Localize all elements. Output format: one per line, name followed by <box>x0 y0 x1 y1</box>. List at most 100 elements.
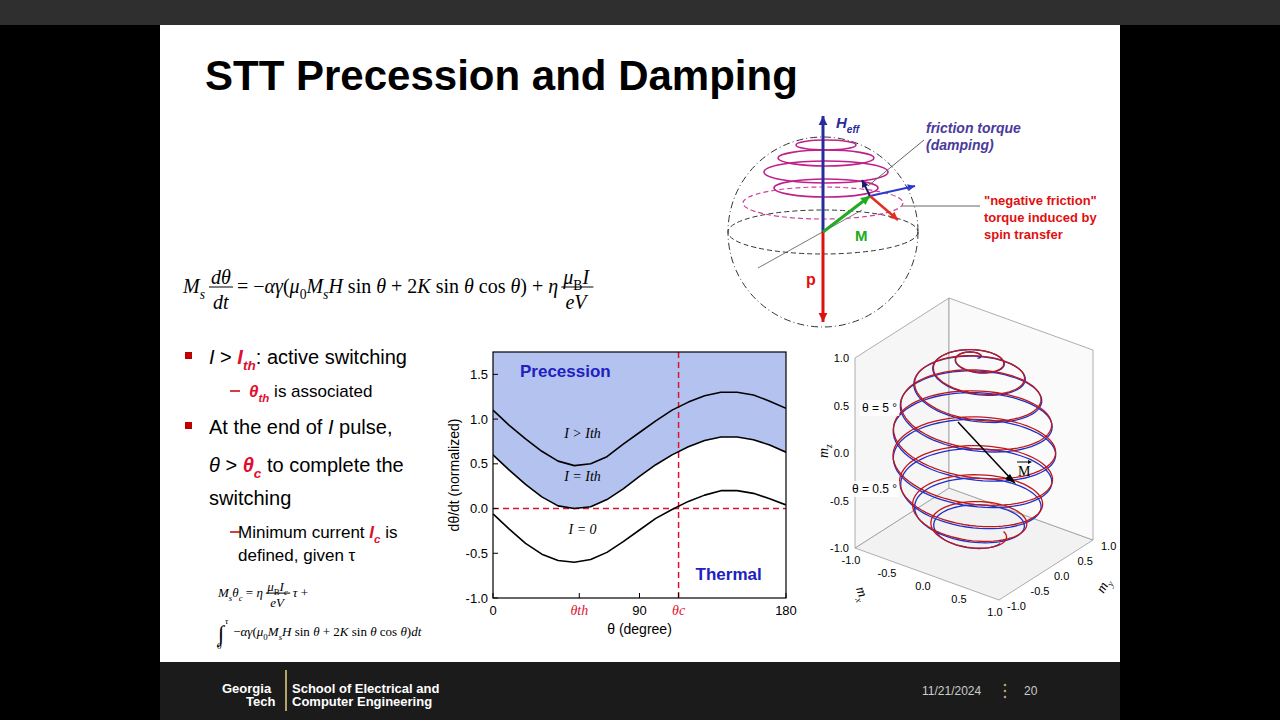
y-tick-label-3d: -0.5 <box>1031 585 1050 597</box>
bullet-text-part: th <box>243 358 256 373</box>
y-tick-label-3d: 0.5 <box>1078 555 1093 567</box>
annotation: Precession <box>520 362 611 381</box>
y-tick-label: 0.5 <box>470 456 488 471</box>
y-axis-title-part: y <box>1105 579 1117 589</box>
integral-lower: 0 <box>217 641 222 651</box>
z-tick-label: 0.5 <box>834 400 849 412</box>
z-tick-label: 1.0 <box>834 352 849 364</box>
sub-bullet-text: defined, given τ <box>238 546 356 565</box>
eq-text-part: η <box>256 585 262 600</box>
friction-label: friction torque <box>926 120 1021 136</box>
reference-line <box>493 508 786 510</box>
title: STT Precession and Damping <box>205 52 798 99</box>
stt-label: spin transfer <box>984 227 1063 242</box>
stt-arrow-head <box>889 212 898 220</box>
y-tick <box>493 463 498 464</box>
z-axis-title: mz <box>816 444 834 458</box>
annotation: Thermal <box>696 565 762 584</box>
sub-bullet-text-part: is <box>380 523 397 542</box>
eq-text-part: sin <box>349 624 371 639</box>
page-number: 20 <box>1024 684 1038 698</box>
eq-numerator-part: c <box>284 587 288 597</box>
y-tick-label: 0.0 <box>470 501 488 516</box>
x-tick-label: θc <box>672 603 686 618</box>
x-tick <box>579 593 580 598</box>
precession-spiral <box>774 179 878 197</box>
eq-text-part: sin <box>431 275 464 297</box>
eq-text: = −αγ(μ0MsH sin θ + 2K sin θ cos θ) + η <box>237 275 558 302</box>
precession-region <box>493 352 786 509</box>
x-tick-label: θth <box>570 603 588 618</box>
eq-text-part: θ <box>511 275 521 297</box>
sub-bullet-text-part: defined, given τ <box>238 546 356 565</box>
y-tick-label: 1.5 <box>470 367 488 382</box>
slide <box>160 25 1120 662</box>
bullet-text-part: switching <box>209 487 291 509</box>
eq-text-part: θ <box>464 275 474 297</box>
eq-text: Msθc = η <box>217 585 263 603</box>
trajectory-line <box>893 350 1056 549</box>
separator-dot <box>1004 690 1007 693</box>
precession-spiral <box>796 140 856 150</box>
fraction-bar <box>561 287 593 288</box>
stt-arrow <box>870 196 898 220</box>
bullet-text-part: > <box>215 346 238 368</box>
bullet-text-part: to complete the <box>261 454 403 476</box>
z-tick-label: 0.0 <box>834 447 849 459</box>
m-label-3d: M <box>1018 464 1031 479</box>
y-axis-title: my <box>1093 575 1116 597</box>
x-tick-label-3d: 1.0 <box>987 606 1002 618</box>
bullet-text: I > Ith: active switching <box>209 346 407 373</box>
p-label: p <box>806 271 816 288</box>
eq-denominator-part: eV <box>565 291 589 313</box>
eq-denominator: eV <box>565 291 589 313</box>
sub-bullet-text: Minimum current Ic is <box>238 523 397 545</box>
bullet-text: At the end of I pulse, <box>209 416 392 438</box>
bullet-marker <box>185 422 192 429</box>
label-patch <box>850 481 899 497</box>
eq-text: τ + <box>293 585 308 600</box>
damping-arrow <box>862 180 870 196</box>
background <box>0 0 1280 720</box>
eq-text-part: + <box>297 585 308 600</box>
eq-denominator: dt <box>213 291 229 313</box>
eq-text-part: + 2 <box>320 624 340 639</box>
series-line <box>493 392 786 465</box>
fraction-bar <box>209 287 233 288</box>
eq-numerator-part: μ <box>562 266 573 289</box>
series-label: I > Ith <box>563 426 601 441</box>
y-tick <box>493 508 498 509</box>
separator-dot <box>1004 684 1007 687</box>
plot-frame <box>493 352 786 598</box>
x-tick-label-3d: 0.5 <box>951 593 966 605</box>
h-eff-arrow-head <box>819 116 828 125</box>
eq-text-part: M <box>305 275 324 297</box>
bullet-text-part: θ <box>209 454 220 476</box>
series-label: I = 0 <box>567 522 596 537</box>
eq-numerator: dθ <box>211 266 231 288</box>
fraction: dθ dt <box>209 266 233 313</box>
trajectory-plot: -1.0-0.50.00.51.0-1.0-0.50.00.51.0-1.0-0… <box>816 298 1116 618</box>
z-axis-title-part: m <box>816 448 831 458</box>
x-tick-label-3d: -1.0 <box>842 554 861 566</box>
eq-text: Ms <box>182 275 205 302</box>
y-tick <box>493 374 498 375</box>
fraction: μBIeV <box>561 266 593 313</box>
m-vector <box>958 422 1012 480</box>
bullet-text-part: pulse, <box>334 416 393 438</box>
p-arrow <box>822 232 825 322</box>
eq-text-part: ) + <box>520 275 548 298</box>
leader-line <box>868 140 924 186</box>
series-line <box>493 491 786 563</box>
y-tick-label: 1.0 <box>470 412 488 427</box>
eq-text-part: θ <box>376 275 386 297</box>
m-label: M <box>855 227 868 244</box>
z-tick-label: -0.5 <box>830 495 849 507</box>
eq-text-part: μ <box>289 275 300 298</box>
eq-text-part: = <box>243 585 257 600</box>
fraction-bar <box>266 593 290 594</box>
eq-numerator-part: dθ <box>211 266 231 288</box>
date: 11/21/2024 <box>922 684 981 698</box>
h-eff-arrow <box>822 116 825 232</box>
chart: -1.0-0.50.00.51.01.50θth90θc180θ (degree… <box>446 352 797 637</box>
